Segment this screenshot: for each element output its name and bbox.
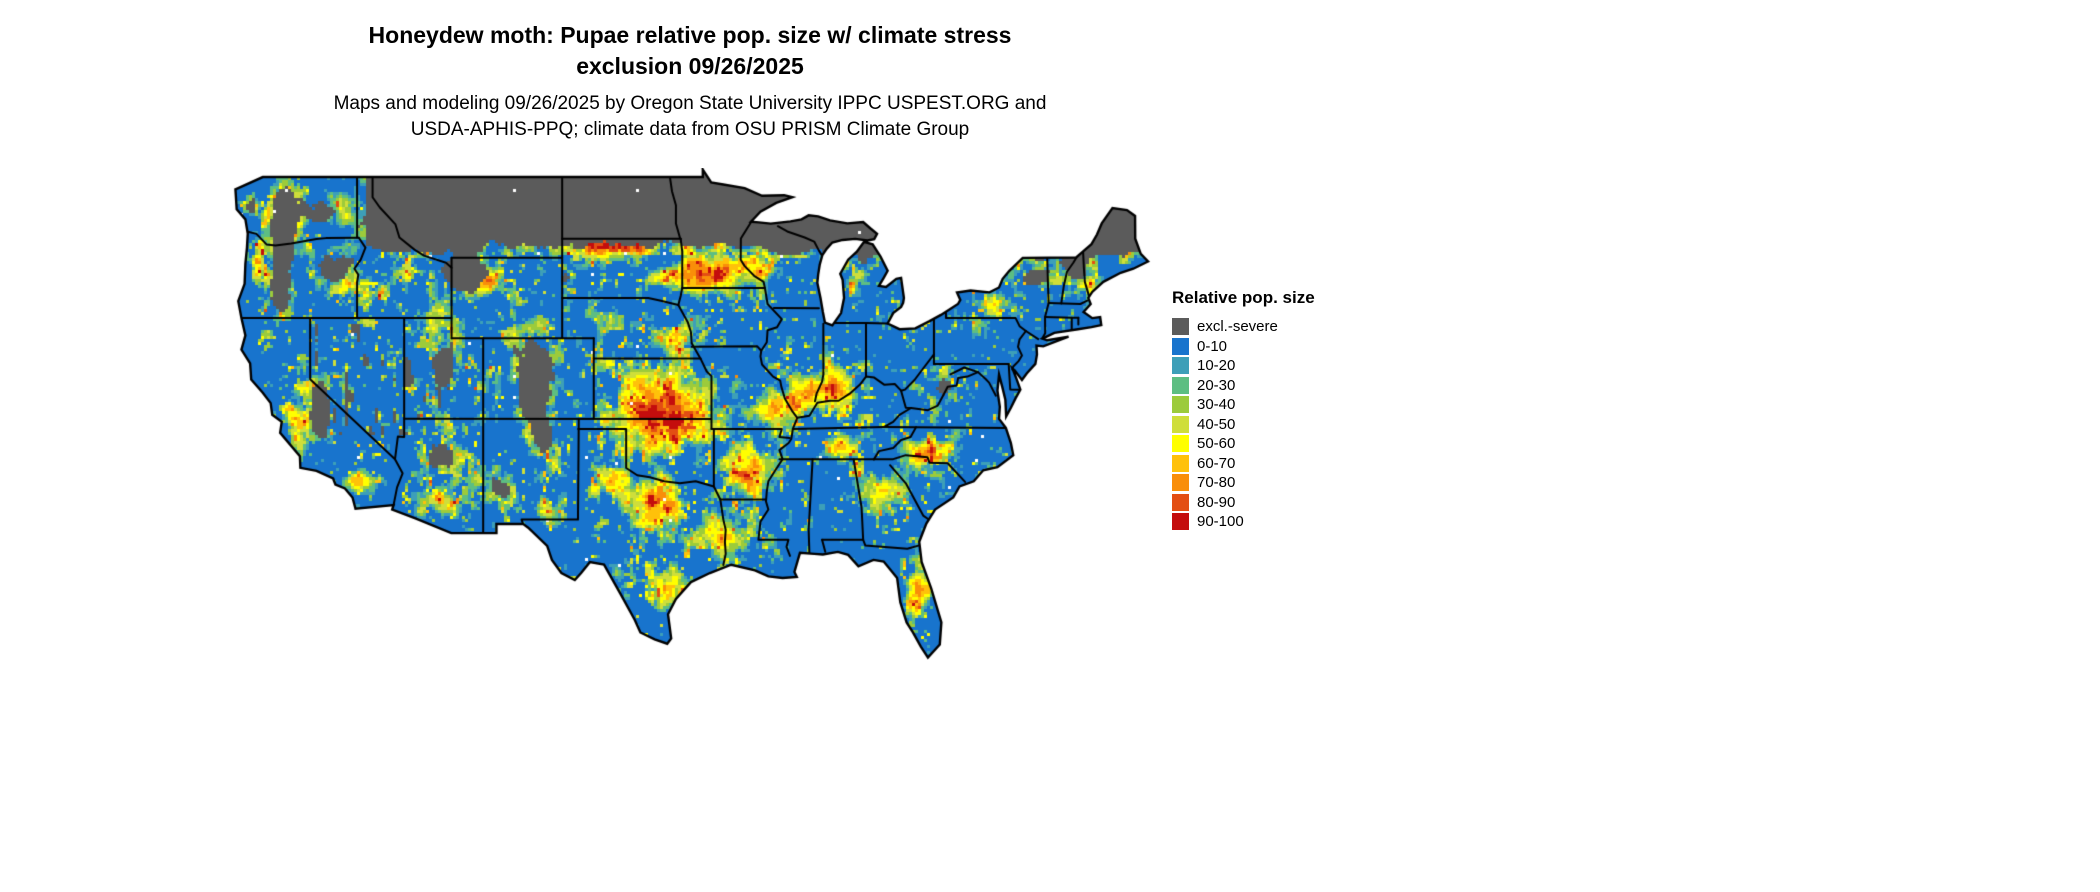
- legend-entry: 90-100: [1172, 512, 1315, 532]
- legend-swatch: [1172, 513, 1189, 531]
- title-line-1: Honeydew moth: Pupae relative pop. size …: [368, 22, 1012, 48]
- legend-entry: 50-60: [1172, 434, 1315, 454]
- map-legend: Relative pop. size excl.-severe 0-10 10-20…: [1172, 288, 1315, 532]
- legend-swatch: [1172, 415, 1189, 433]
- legend-swatch: [1172, 435, 1189, 453]
- legend-swatch: [1172, 474, 1189, 492]
- legend-label: 40-50: [1197, 415, 1236, 433]
- legend-label: 20-30: [1197, 376, 1236, 394]
- legend-entry: excl.-severe: [1172, 317, 1315, 337]
- legend-label: 50-60: [1197, 435, 1236, 453]
- legend-title: Relative pop. size: [1172, 288, 1315, 307]
- subtitle-line-1: Maps and modeling 09/26/2025 by Oregon S…: [333, 93, 1047, 114]
- legend-swatch: [1172, 337, 1189, 355]
- legend-entry: 20-30: [1172, 376, 1315, 396]
- legend-swatch: [1172, 376, 1189, 394]
- us-map-canvas: [228, 168, 1154, 660]
- legend-label: excl.-severe: [1197, 318, 1278, 336]
- legend-label: 70-80: [1197, 474, 1236, 492]
- legend-entry: 60-70: [1172, 454, 1315, 474]
- legend-swatch: [1172, 318, 1189, 336]
- legend-swatch: [1172, 454, 1189, 472]
- map-subtitle: Maps and modeling 09/26/2025 by Oregon S…: [0, 91, 1380, 143]
- title-line-2: exclusion 09/26/2025: [576, 53, 804, 79]
- page-title: Honeydew moth: Pupae relative pop. size …: [0, 20, 1380, 82]
- legend-label: 90-100: [1197, 513, 1244, 531]
- legend-entry: 40-50: [1172, 415, 1315, 435]
- subtitle-line-2: USDA-APHIS-PPQ; climate data from OSU PR…: [410, 119, 970, 140]
- legend-label: 10-20: [1197, 357, 1236, 375]
- legend-label: 30-40: [1197, 396, 1236, 414]
- legend-label: 0-10: [1197, 337, 1228, 355]
- legend-swatch: [1172, 493, 1189, 511]
- legend-swatch: [1172, 357, 1189, 375]
- legend-entry: 10-20: [1172, 356, 1315, 376]
- legend-entries: excl.-severe 0-10 10-20 20-30 30-40 40-50 50-6…: [1172, 317, 1315, 532]
- legend-entry: 30-40: [1172, 395, 1315, 415]
- legend-label: 60-70: [1197, 454, 1236, 472]
- legend-entry: 80-90: [1172, 493, 1315, 513]
- legend-entry: 0-10: [1172, 337, 1315, 357]
- legend-swatch: [1172, 396, 1189, 414]
- legend-entry: 70-80: [1172, 473, 1315, 493]
- legend-label: 80-90: [1197, 493, 1236, 511]
